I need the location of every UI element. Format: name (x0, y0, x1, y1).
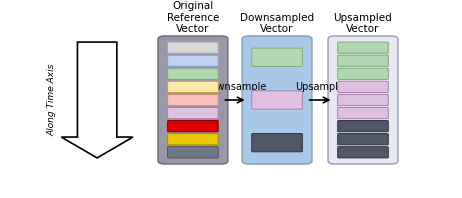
FancyBboxPatch shape (338, 81, 388, 92)
FancyBboxPatch shape (168, 68, 218, 79)
FancyBboxPatch shape (252, 48, 302, 67)
Text: Upsampled
Vector: Upsampled Vector (334, 13, 392, 34)
FancyBboxPatch shape (168, 55, 218, 66)
Text: Upsample: Upsample (296, 82, 345, 92)
FancyBboxPatch shape (338, 121, 388, 132)
FancyBboxPatch shape (242, 36, 312, 164)
Polygon shape (61, 42, 133, 158)
FancyBboxPatch shape (338, 147, 388, 158)
FancyBboxPatch shape (168, 94, 218, 106)
FancyBboxPatch shape (338, 134, 388, 145)
FancyBboxPatch shape (168, 147, 218, 158)
FancyBboxPatch shape (168, 81, 218, 92)
Text: Downsampled
Vector: Downsampled Vector (240, 13, 314, 34)
FancyBboxPatch shape (168, 121, 218, 132)
FancyBboxPatch shape (168, 42, 218, 53)
FancyBboxPatch shape (338, 42, 388, 53)
FancyBboxPatch shape (168, 108, 218, 119)
Text: Downsample: Downsample (203, 82, 267, 92)
FancyBboxPatch shape (338, 108, 388, 119)
FancyBboxPatch shape (252, 133, 302, 152)
Text: Original
Reference
Vector: Original Reference Vector (167, 1, 219, 34)
FancyBboxPatch shape (338, 55, 388, 66)
FancyBboxPatch shape (158, 36, 228, 164)
FancyBboxPatch shape (168, 134, 218, 145)
FancyBboxPatch shape (338, 94, 388, 106)
FancyBboxPatch shape (338, 68, 388, 79)
FancyBboxPatch shape (328, 36, 398, 164)
Text: Along Time Axis: Along Time Axis (48, 64, 57, 136)
FancyBboxPatch shape (252, 91, 302, 109)
